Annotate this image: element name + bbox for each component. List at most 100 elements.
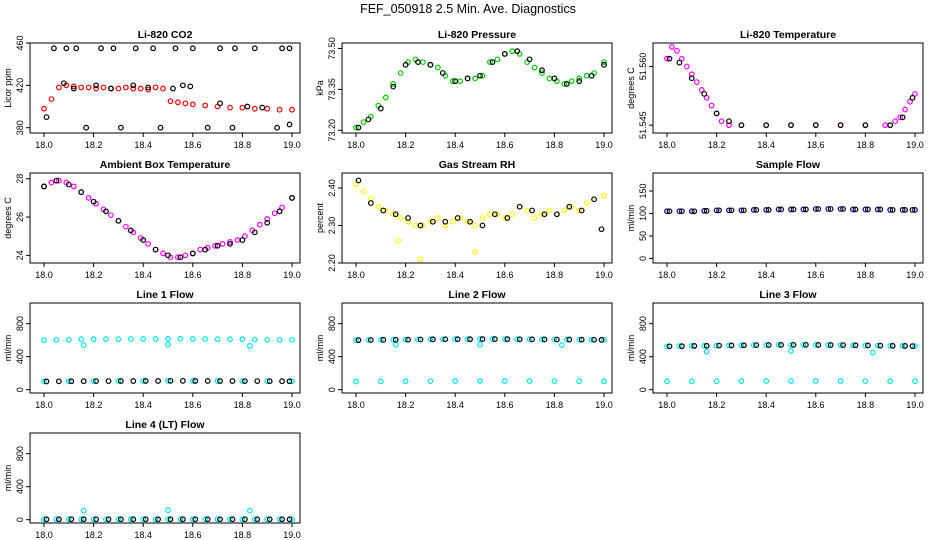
series-avg	[43, 516, 293, 523]
y-tick-label: 73.20	[327, 119, 337, 142]
series-raw	[664, 206, 918, 215]
data-point	[887, 206, 894, 213]
data-point	[812, 342, 819, 348]
data-point	[70, 85, 77, 92]
data-point	[78, 189, 85, 196]
data-point	[907, 98, 913, 105]
data-point	[80, 342, 87, 349]
data-point	[869, 349, 876, 356]
series-avg	[666, 55, 916, 129]
data-point	[728, 207, 735, 214]
data-point	[837, 122, 844, 129]
data-point	[716, 207, 722, 214]
data-point	[140, 516, 147, 523]
x-tick-label: 18.8	[546, 270, 564, 280]
data-point	[43, 516, 50, 523]
data-point	[674, 47, 680, 54]
data-point	[678, 208, 685, 215]
x-tick-label: 18.4	[134, 270, 152, 280]
data-point	[405, 336, 411, 343]
data-point	[227, 516, 233, 523]
data-point	[434, 64, 441, 71]
data-point	[279, 45, 285, 52]
data-point	[41, 183, 47, 190]
data-point	[539, 70, 545, 76]
series-raw	[664, 44, 918, 129]
data-point	[417, 222, 424, 229]
data-point	[78, 84, 85, 91]
data-point	[202, 246, 209, 253]
data-point	[902, 206, 908, 213]
data-point	[887, 122, 894, 129]
data-point	[140, 378, 147, 384]
data-point	[165, 252, 171, 259]
data-point	[576, 336, 583, 343]
x-tick-label: 18.4	[446, 400, 464, 410]
x-tick-label: 18.6	[496, 270, 514, 280]
data-point	[501, 378, 508, 384]
y-tick-label: 400	[638, 349, 648, 364]
data-point	[355, 124, 362, 131]
data-point	[568, 203, 575, 210]
data-point	[718, 118, 725, 125]
y-tick-label: 380	[15, 120, 25, 135]
data-point	[68, 378, 75, 385]
y-axis-label: ml/min	[626, 335, 636, 362]
data-point	[51, 45, 57, 52]
data-point	[750, 206, 757, 213]
data-point	[862, 206, 869, 213]
y-tick-label: 0	[327, 387, 337, 392]
data-point	[601, 336, 607, 343]
data-point	[561, 207, 568, 214]
data-point	[566, 336, 573, 343]
data-point	[874, 206, 881, 213]
data-point	[78, 516, 85, 523]
data-point	[790, 341, 797, 348]
data-point	[688, 75, 695, 82]
data-point	[852, 206, 859, 213]
data-point	[852, 342, 859, 349]
data-point	[264, 105, 271, 112]
data-point	[427, 218, 434, 225]
series-avg	[666, 206, 916, 215]
data-point	[279, 204, 285, 211]
data-point	[152, 336, 159, 342]
data-point	[850, 206, 856, 213]
data-point	[790, 206, 797, 213]
data-point	[192, 378, 199, 384]
data-point	[377, 378, 384, 385]
data-point	[60, 80, 67, 87]
data-point	[90, 516, 97, 523]
data-point	[691, 343, 698, 349]
data-point	[90, 378, 97, 385]
data-point	[189, 250, 196, 257]
data-point	[179, 377, 186, 384]
data-point	[902, 343, 908, 349]
data-point	[165, 341, 171, 348]
data-point	[55, 516, 62, 523]
data-point	[546, 75, 553, 82]
data-point	[246, 343, 253, 349]
x-tick-label: 19.0	[595, 270, 613, 280]
data-point	[83, 124, 90, 131]
data-point	[701, 90, 708, 97]
series-low	[41, 377, 295, 385]
data-point	[429, 336, 436, 343]
x-tick-label: 18.2	[85, 530, 103, 540]
x-tick-label: 18.6	[807, 270, 825, 280]
data-point	[402, 336, 409, 343]
data-point	[227, 104, 233, 111]
x-tick-label: 18.0	[347, 140, 365, 150]
data-point	[41, 105, 47, 112]
data-point	[837, 206, 844, 212]
data-point	[417, 256, 424, 263]
data-point	[678, 343, 685, 350]
data-point	[239, 237, 246, 243]
data-point	[477, 378, 483, 384]
y-tick-label: 400	[327, 349, 337, 364]
x-tick-label: 19.0	[595, 140, 613, 150]
plot-title: Line 1 Flow	[136, 289, 194, 301]
data-point	[601, 61, 607, 68]
data-point	[264, 336, 271, 343]
